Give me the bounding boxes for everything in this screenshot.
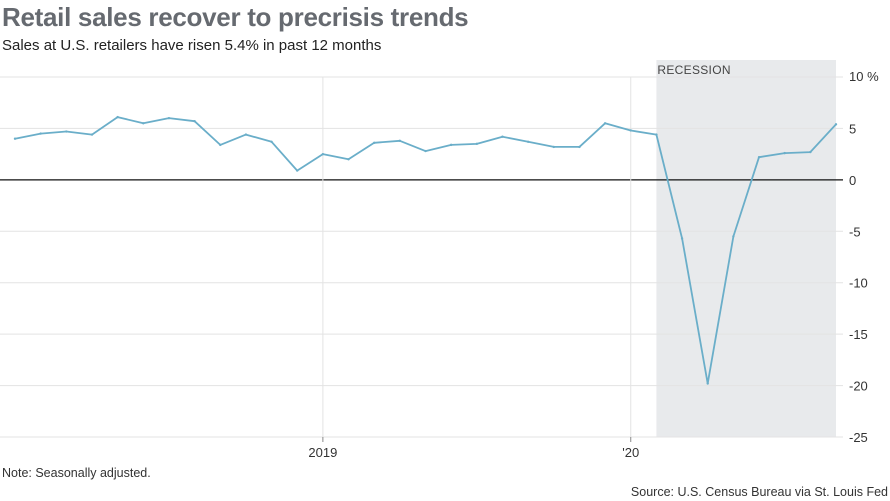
data-point <box>398 139 402 142</box>
data-point <box>116 115 119 119</box>
data-point <box>706 382 709 385</box>
data-point <box>347 158 350 161</box>
recession-band <box>656 60 836 437</box>
data-point <box>680 237 684 240</box>
data-point <box>65 130 68 133</box>
data-point <box>475 142 479 146</box>
line-chart: RECESSION 10 % 5 0 -5 -10 -15 -20 -25 2019 '20 <box>0 60 879 460</box>
y-tick-label: 10 % <box>849 69 879 84</box>
chart-subtitle: Sales at U.S. retailers have risen 5.4% … <box>2 37 382 54</box>
data-point <box>142 122 145 125</box>
y-tick-label: 0 <box>849 173 856 188</box>
y-tick-label: -25 <box>849 430 868 445</box>
grid-group <box>0 76 843 442</box>
x-tick-label: '20 <box>622 445 639 460</box>
y-tick-label: 5 <box>849 121 856 136</box>
data-point <box>219 143 222 147</box>
data-point <box>783 151 786 155</box>
y-tick-label: -10 <box>849 276 868 291</box>
y-tick-label: -20 <box>849 379 868 394</box>
data-point <box>321 152 325 156</box>
data-point <box>526 140 530 143</box>
data-point <box>193 120 196 123</box>
data-point <box>270 140 273 143</box>
data-point <box>449 143 453 147</box>
data-point <box>39 132 42 135</box>
source-credit: Source: U.S. Census Bureau via St. Louis… <box>630 485 888 499</box>
y-tick-label: -5 <box>849 224 861 239</box>
recession-band-group <box>656 60 836 437</box>
data-point <box>167 116 171 120</box>
data-point <box>13 137 17 140</box>
data-point <box>296 169 299 172</box>
data-point <box>372 141 376 145</box>
data-point <box>501 135 504 138</box>
data-point <box>244 133 248 136</box>
data-point <box>424 149 427 153</box>
data-point <box>809 150 812 154</box>
y-tick-label: -15 <box>849 327 868 342</box>
recession-label: RECESSION <box>657 63 730 77</box>
axis-labels-group: RECESSION 10 % 5 0 -5 -10 -15 -20 -25 2019 '20 <box>308 63 879 460</box>
data-point <box>552 145 555 149</box>
data-point <box>834 123 838 126</box>
data-point <box>578 145 581 149</box>
data-point <box>629 129 632 132</box>
series-group <box>13 115 838 385</box>
chart-title: Retail sales recover to precrisis trends <box>2 2 469 32</box>
x-tick-label: 2019 <box>308 445 337 460</box>
data-point <box>90 133 94 136</box>
data-point <box>655 133 658 136</box>
data-point <box>603 122 607 125</box>
footnote: Note: Seasonally adjusted. <box>2 466 151 480</box>
data-point <box>732 235 735 238</box>
data-point <box>757 156 761 159</box>
